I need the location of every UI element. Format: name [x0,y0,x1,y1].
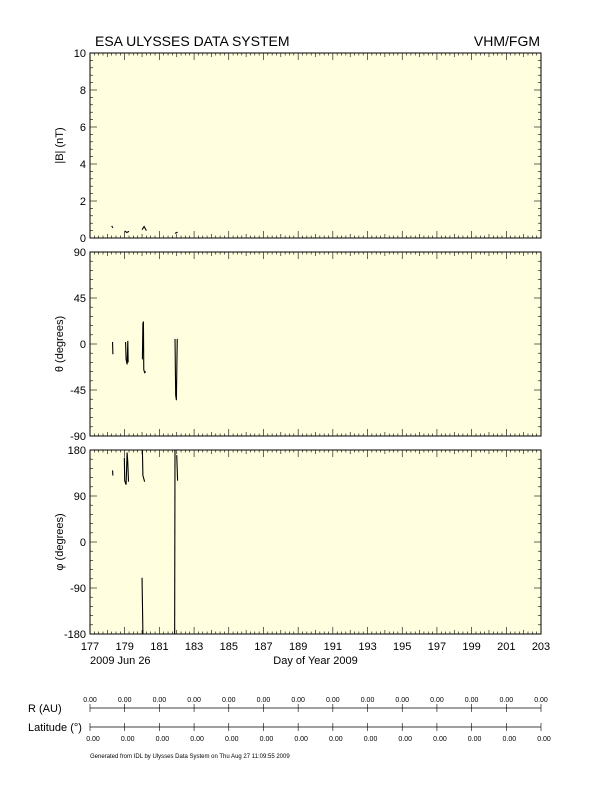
y-tick-label: 180 [68,445,86,457]
system-title: ESA ULYSSES DATA SYSTEM [95,33,290,49]
latitude-value: 0.00 [86,736,100,743]
x-tick-label: 177 [81,641,99,653]
latitude-value: 0.00 [121,736,135,743]
data-trace [141,577,144,635]
y-tick-label: 90 [74,491,86,503]
r-label: R (AU) [28,703,62,715]
data-trace [174,231,178,234]
x-tick-label: 185 [220,641,238,653]
r-value: 0.00 [534,697,548,704]
r-value: 0.00 [153,697,167,704]
r-value: 0.00 [395,697,409,704]
latitude-value: 0.00 [468,736,482,743]
y-tick-label: 10 [74,48,86,60]
latitude-value: 0.00 [537,736,551,743]
latitude-value: 0.00 [433,736,447,743]
r-value: 0.00 [83,697,97,704]
y-tick-label: -180 [64,629,86,641]
y-tick-label: 90 [74,247,86,259]
panel-frame [89,449,542,635]
x-tick-label: 201 [497,641,515,653]
y-tick-label: -90 [70,431,86,443]
r-value: 0.00 [430,697,444,704]
x-tick-label: 195 [393,641,411,653]
panel-frame [89,251,542,437]
r-value: 0.00 [465,697,479,704]
y-tick-label: 2 [80,196,86,208]
r-value: 0.00 [187,697,201,704]
x-tick-label: 181 [150,641,168,653]
r-value: 0.00 [118,697,132,704]
y-tick-label: 6 [80,122,86,134]
latitude-value: 0.00 [398,736,412,743]
latitude-value: 0.00 [190,736,204,743]
data-trace [174,338,178,401]
data-trace [141,449,146,482]
latitude-value: 0.00 [260,736,274,743]
data-trace [141,321,147,374]
y-tick-label: 0 [80,339,86,351]
y-tick-label: 4 [80,159,86,171]
latitude-value: 0.00 [225,736,239,743]
y-axis-label: φ (degrees) [54,513,66,570]
latitude-value: 0.00 [329,736,343,743]
panel-frame [89,52,542,239]
r-value: 0.00 [222,697,236,704]
x-tick-label: 179 [116,641,134,653]
r-value: 0.00 [326,697,340,704]
instrument-title: VHM/FGM [473,33,540,49]
x-tick-label: 199 [462,641,480,653]
data-trace [125,340,129,365]
latitude-value: 0.00 [502,736,516,743]
latitude-value: 0.00 [156,736,170,743]
latitude-label: Latitude (°) [28,722,82,734]
y-axis-label: |B| (nT) [54,127,66,163]
panel-background [90,53,541,238]
y-tick-label: 0 [80,537,86,549]
y-tick-label: -45 [70,385,86,397]
data-trace [111,225,114,229]
latitude-value: 0.00 [364,736,378,743]
x-tick-label: 203 [532,641,550,653]
y-tick-label: -90 [70,583,86,595]
y-tick-label: 8 [80,85,86,97]
r-value: 0.00 [291,697,305,704]
generated-note: Generated from IDL by Ulysses Data Syste… [90,754,290,760]
y-tick-label: 45 [74,293,86,305]
data-trace [176,455,179,481]
latitude-value: 0.00 [294,736,308,743]
data-trace [123,452,130,485]
panel-background [90,252,541,436]
x-tick-label: 189 [289,641,307,653]
r-value: 0.00 [499,697,513,704]
r-value: 0.00 [257,697,271,704]
x-tick-label: 187 [254,641,272,653]
data-trace [124,230,130,234]
x-tick-label: 193 [358,641,376,653]
x-tick-label: 197 [428,641,446,653]
y-tick-label: 0 [80,233,86,245]
x-axis-label: Day of Year 2009 [273,655,357,667]
y-axis-label: θ (degrees) [54,316,66,372]
r-value: 0.00 [361,697,375,704]
start-date-label: 2009 Jun 26 [90,655,151,667]
x-tick-label: 183 [185,641,203,653]
panel-background [90,450,541,634]
data-trace [141,225,147,231]
x-tick-label: 191 [324,641,342,653]
